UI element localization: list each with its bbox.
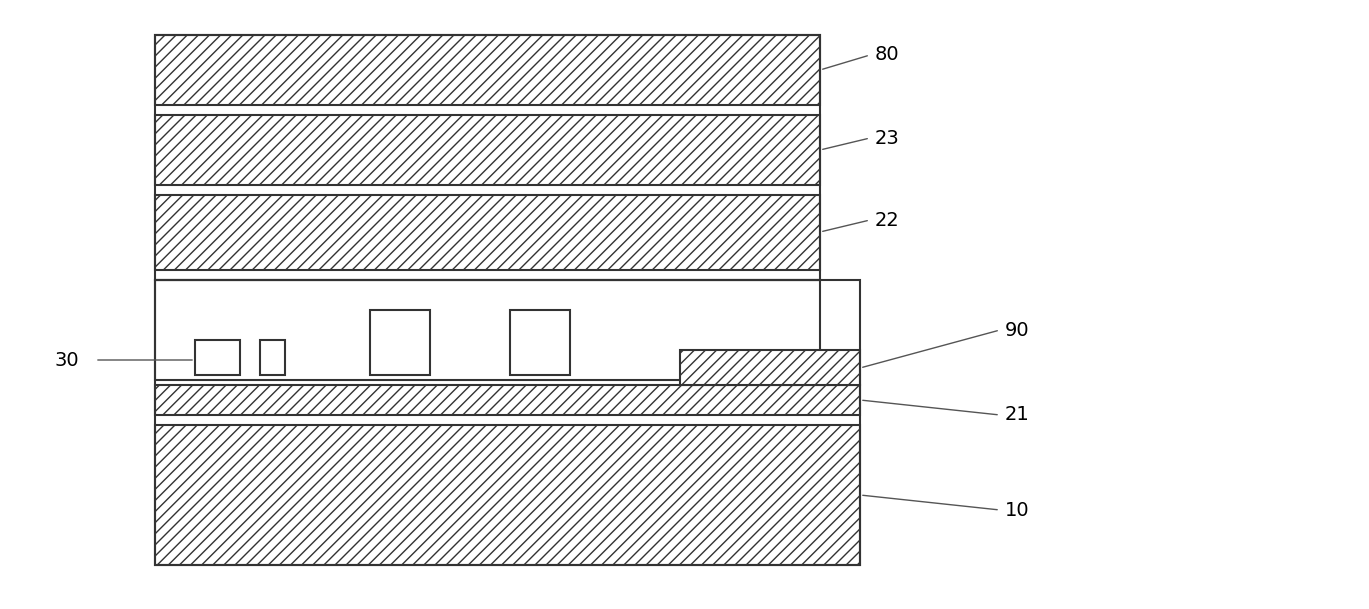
Bar [155, 280, 860, 565]
Bar [155, 195, 820, 270]
Text: 10: 10 [1005, 501, 1029, 519]
Bar [680, 350, 860, 385]
Bar [155, 425, 860, 565]
Text: 21: 21 [1005, 406, 1029, 424]
Text: 80: 80 [875, 46, 899, 65]
Text: 23: 23 [875, 128, 899, 147]
Bar [511, 310, 570, 375]
Bar [155, 385, 860, 415]
Bar [260, 340, 285, 375]
Text: 22: 22 [875, 211, 899, 230]
Bar [155, 35, 820, 280]
Bar [155, 115, 820, 185]
Text: 30: 30 [55, 351, 79, 370]
Bar [370, 310, 430, 375]
Bar [155, 35, 820, 105]
Text: 90: 90 [1005, 320, 1029, 339]
Bar [194, 340, 240, 375]
Bar [155, 280, 820, 380]
